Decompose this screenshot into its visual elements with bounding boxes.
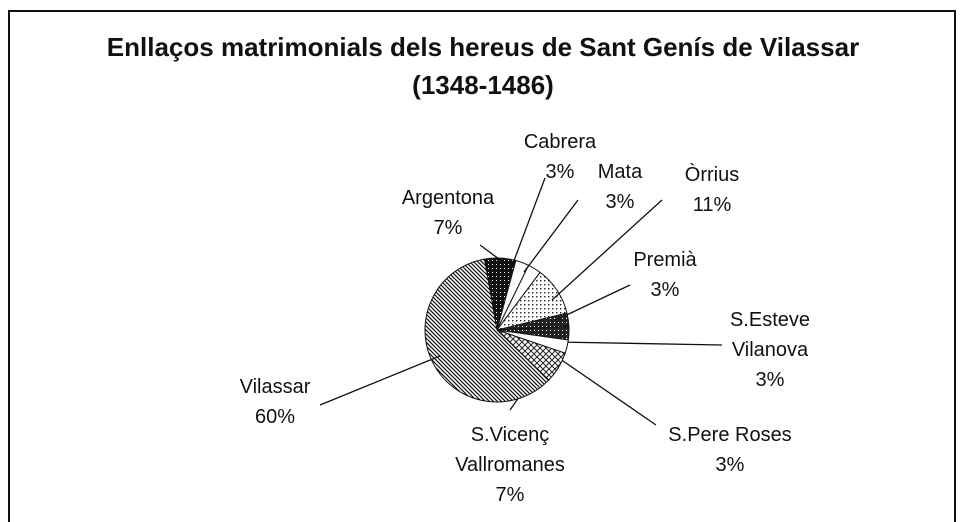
- leader-line: [555, 284, 631, 321]
- category-label: Vilassar: [239, 376, 311, 398]
- slice-label: S.Vicenç Vallromanes 7%: [435, 420, 585, 510]
- slice-label: Mata 3%: [520, 157, 720, 217]
- slice-label: Premià 3%: [565, 245, 765, 305]
- category-label: S.Vicenç Vallromanes: [455, 424, 565, 476]
- value-label: 3%: [755, 369, 785, 391]
- category-label: Òrrius: [684, 164, 740, 186]
- leader-line: [549, 351, 657, 426]
- chart-title-wrap: Enllaços matrimonials dels hereus de San…: [0, 28, 966, 104]
- value-label: 3%: [650, 279, 680, 301]
- category-label: Mata: [597, 161, 643, 183]
- chart-title: Enllaços matrimonials dels hereus de San…: [106, 32, 860, 100]
- slice-label: Argentona 7%: [348, 183, 548, 243]
- slice-label: S.Pere Roses 3%: [630, 420, 830, 480]
- value-label: 7%: [495, 484, 525, 506]
- value-label: 3%: [605, 191, 635, 213]
- leader-line: [555, 341, 723, 346]
- slice-label: Vilassar 60%: [175, 372, 375, 432]
- category-label: Premià: [633, 249, 697, 271]
- leader-line: [551, 199, 663, 301]
- leader-line: [319, 355, 441, 406]
- slice-label: Cabrera 3%: [460, 127, 660, 187]
- value-label: 7%: [433, 217, 463, 239]
- slice-label: S.Esteve Vilanova 3%: [715, 305, 825, 395]
- category-label: S.Pere Roses: [668, 424, 792, 446]
- chart-frame: [8, 10, 956, 522]
- value-label: 11%: [692, 194, 732, 216]
- value-label: 60%: [254, 406, 296, 428]
- slice-label: Òrrius 11%: [612, 160, 812, 220]
- pie-slice: [424, 258, 550, 403]
- leader-line: [479, 244, 504, 263]
- category-label: Cabrera: [523, 131, 597, 153]
- value-label: 3%: [715, 454, 745, 476]
- value-label: 3%: [545, 161, 575, 183]
- leader-line: [511, 177, 546, 267]
- category-label: Argentona: [401, 187, 495, 209]
- category-label: S.Esteve Vilanova: [729, 309, 811, 361]
- leader-line: [523, 199, 579, 273]
